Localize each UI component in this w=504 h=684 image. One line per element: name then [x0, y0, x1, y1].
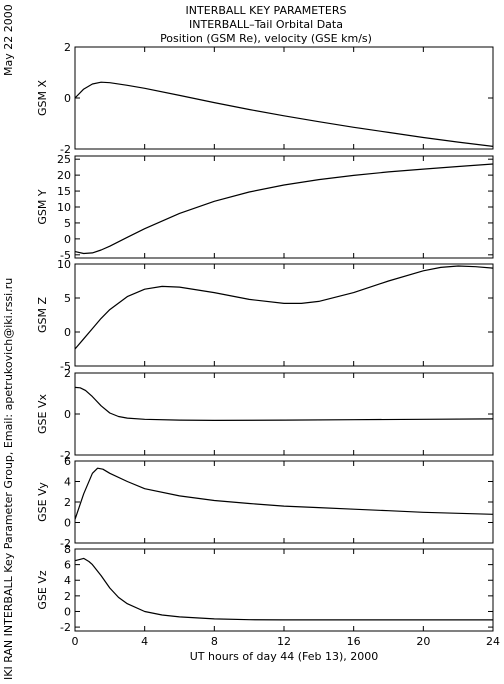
- series-line: [74, 467, 494, 520]
- series-line: [74, 163, 494, 255]
- y-axis-label: GSE Vx: [36, 394, 49, 434]
- panel-frame: [74, 372, 494, 456]
- panel-5: -2 0 2 4 6 8 GSE Vz: [36, 543, 494, 634]
- y-tick-label: 4: [64, 476, 71, 489]
- y-tick-label: -2: [60, 537, 71, 550]
- y-axis-label: GSM X: [36, 80, 49, 116]
- y-tick-label: 2: [64, 41, 71, 54]
- title-line-2: INTERBALL–Tail Orbital Data: [189, 18, 343, 31]
- y-tick-label: 0: [64, 326, 71, 339]
- y-tick-label: 10: [57, 258, 71, 271]
- x-tick-label: 20: [416, 635, 430, 648]
- title-line-1: INTERBALL KEY PARAMETERS: [186, 4, 347, 17]
- panel-3: -2 0 2 GSE Vx: [36, 367, 494, 462]
- x-tick-label: 24: [486, 635, 500, 648]
- x-tick-label: 4: [141, 635, 148, 648]
- credit-label: IKI RAN INTERBALL Key Parameter Group, E…: [2, 278, 15, 680]
- y-tick-label: -5: [60, 360, 71, 373]
- y-axis-label: GSM Y: [36, 189, 49, 224]
- y-axis-label: GSM Z: [36, 297, 49, 333]
- panel-1: -5 0 5 10 15 20 25 GSM Y: [36, 153, 494, 262]
- y-tick-label: 20: [57, 169, 71, 182]
- x-axis: 0 4 8 12 16 20 24: [72, 635, 501, 648]
- panel-frame: [74, 263, 494, 367]
- x-axis-label: UT hours of day 44 (Feb 13), 2000: [190, 650, 379, 663]
- x-tick-label: 0: [72, 635, 79, 648]
- y-tick-label: 5: [64, 292, 71, 305]
- x-tick-label: 12: [277, 635, 291, 648]
- y-axis-label: GSE Vz: [36, 570, 49, 609]
- y-tick-label: 15: [57, 185, 71, 198]
- y-tick-label: 10: [57, 201, 71, 214]
- y-tick-label: 0: [64, 92, 71, 105]
- series-line: [74, 81, 494, 147]
- y-tick-label: 0: [64, 517, 71, 530]
- date-label: May 22 2000: [2, 4, 15, 76]
- y-tick-label: 6: [64, 455, 71, 468]
- panel-2: -5 0 5 10 GSM Z: [36, 258, 494, 373]
- y-tick-label: -2: [60, 449, 71, 462]
- x-tick-label: 8: [211, 635, 218, 648]
- y-tick-label: 6: [64, 559, 71, 572]
- series-line: [74, 386, 494, 421]
- y-tick-label: 2: [64, 496, 71, 509]
- y-tick-label: 4: [64, 574, 71, 587]
- title-line-3: Position (GSM Re), velocity (GSE km/s): [160, 32, 372, 45]
- y-tick-label: 5: [64, 217, 71, 230]
- panel-0: -2 0 2 GSM X: [36, 41, 494, 156]
- y-tick-label: 25: [57, 153, 71, 166]
- y-tick-label: 2: [64, 590, 71, 603]
- y-tick-label: 8: [64, 543, 71, 556]
- y-tick-label: -2: [60, 143, 71, 156]
- y-tick-label: -5: [60, 249, 71, 262]
- y-tick-label: 0: [64, 605, 71, 618]
- y-tick-label: -2: [60, 621, 71, 634]
- y-axis-label: GSE Vy: [36, 482, 49, 522]
- panel-frame: [74, 46, 494, 150]
- panel-4: -2 0 2 4 6 GSE Vy: [36, 455, 494, 550]
- y-tick-label: 2: [64, 367, 71, 380]
- panel-frame: [74, 548, 494, 632]
- series-line: [74, 265, 494, 350]
- series-line: [74, 557, 493, 621]
- panel-frame: [74, 460, 494, 544]
- y-tick-label: 0: [64, 233, 71, 246]
- y-tick-label: 0: [64, 408, 71, 421]
- x-tick-label: 16: [347, 635, 361, 648]
- panel-frame: [74, 155, 494, 259]
